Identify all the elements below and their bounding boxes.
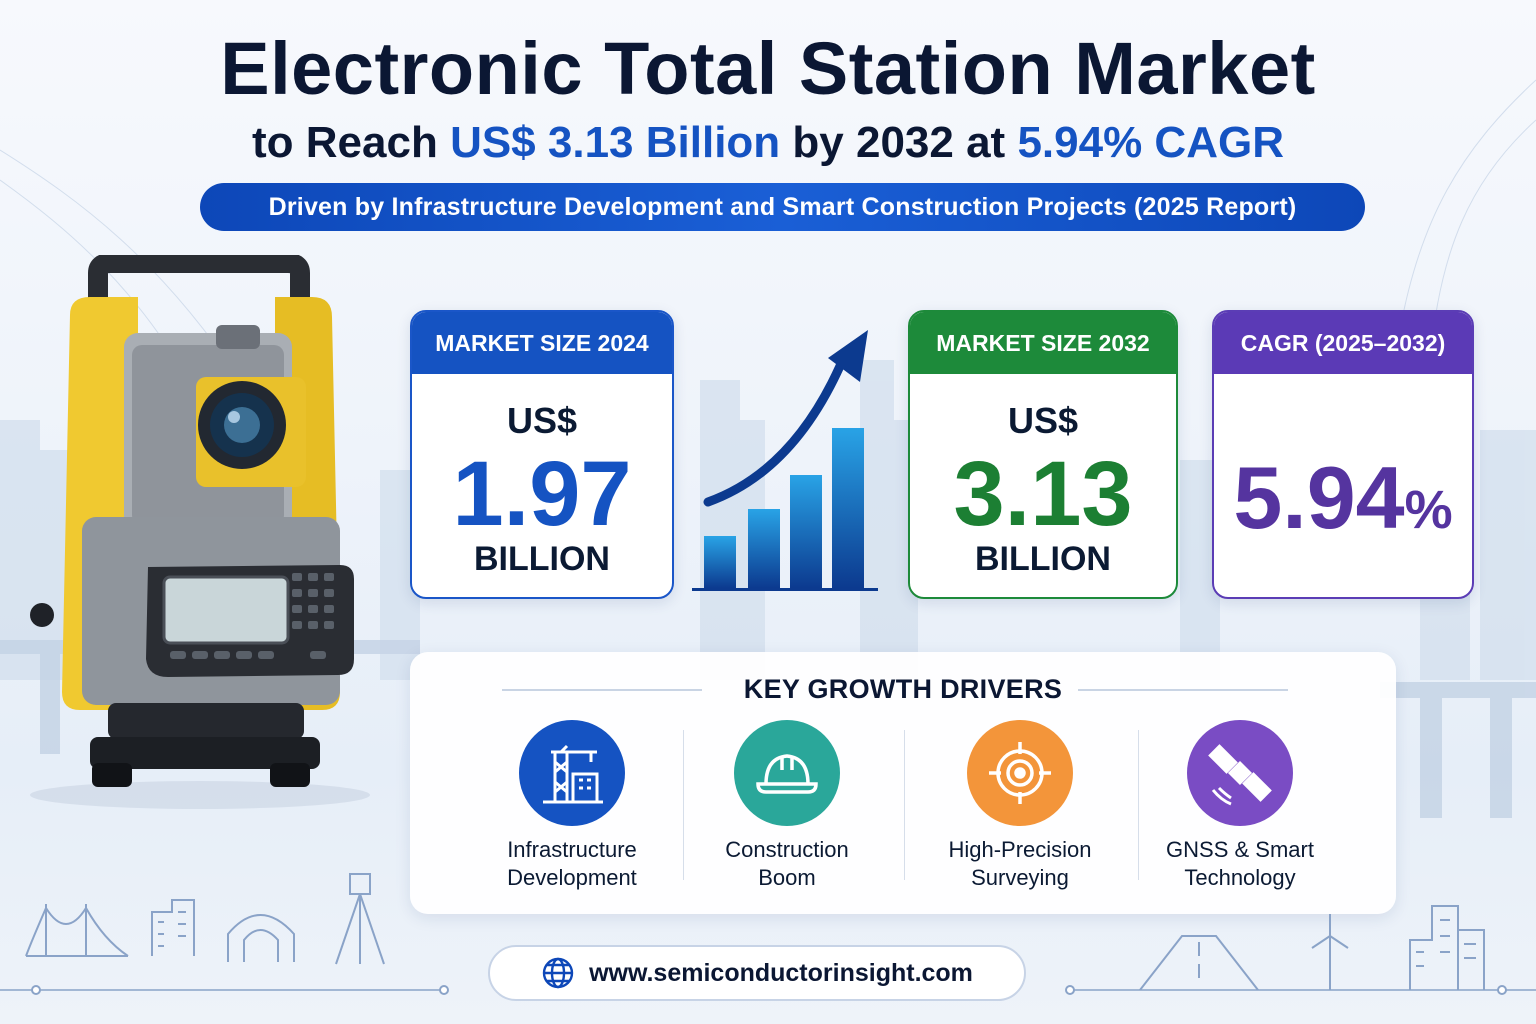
card-currency: US$ — [506, 400, 578, 441]
divider-right — [1078, 689, 1288, 691]
website-url: www.semiconductorinsight.com — [589, 958, 973, 987]
subtitle-value: US$ 3.13 Billion — [450, 118, 781, 167]
driver-separator — [904, 730, 905, 880]
card-currency: US$ — [1007, 400, 1079, 441]
hard-hat-icon — [734, 720, 840, 826]
footer-line-art — [0, 873, 1536, 995]
driver-label-line2: Surveying — [971, 865, 1069, 890]
subtitle-cagr: 5.94% CAGR — [1017, 118, 1284, 167]
market-size-2032-card: MARKET SIZE 2032 US$ 3.13 BILLION — [908, 310, 1178, 599]
driver-separator — [1138, 730, 1139, 880]
website-link[interactable]: www.semiconductorinsight.com — [488, 945, 1026, 1001]
cagr-percent-sign: % — [1404, 480, 1453, 540]
driver-infrastructure: Infrastructure Development — [472, 720, 672, 892]
page-title: Electronic Total Station Market — [220, 27, 1316, 110]
driver-label-line2: Development — [507, 865, 637, 890]
market-size-2024-card: MARKET SIZE 2024 US$ 1.97 BILLION — [410, 310, 674, 599]
globe-icon — [542, 957, 574, 989]
card-header: MARKET SIZE 2032 — [910, 312, 1176, 374]
card-header: CAGR (2025–2032) — [1214, 312, 1472, 374]
driver-label-line2: Technology — [1184, 865, 1296, 890]
card-value: 1.97 — [452, 443, 632, 545]
subtitle-middle: by 2032 at — [780, 118, 1018, 167]
driver-label-line1: Infrastructure — [507, 837, 637, 862]
target-icon — [967, 720, 1073, 826]
infrastructure-icon — [519, 720, 625, 826]
driver-label-line1: Construction — [725, 837, 849, 862]
driver-construction: Construction Boom — [687, 720, 887, 892]
satellite-icon — [1187, 720, 1293, 826]
growth-chart-icon — [692, 330, 878, 591]
subtitle-banner: Driven by Infrastructure Development and… — [200, 183, 1365, 231]
driver-label: Infrastructure Development — [472, 836, 672, 892]
cagr-value: 5.94% — [1214, 454, 1472, 542]
cagr-card: CAGR (2025–2032) 5.94% — [1212, 310, 1474, 599]
driver-label: GNSS & Smart Technology — [1140, 836, 1340, 892]
key-growth-drivers-panel: KEY GROWTH DRIVERS Infrastructure Develop… — [410, 652, 1396, 914]
driver-high-precision: High-Precision Surveying — [920, 720, 1120, 892]
drivers-title: KEY GROWTH DRIVERS — [743, 674, 1063, 704]
subtitle-prefix: to Reach — [252, 118, 451, 167]
driver-gnss: GNSS & Smart Technology — [1140, 720, 1340, 892]
total-station-illustration — [30, 255, 370, 809]
card-header: MARKET SIZE 2024 — [412, 312, 672, 374]
card-unit: BILLION — [975, 540, 1111, 578]
cagr-number: 5.94 — [1233, 448, 1405, 547]
driver-label: High-Precision Surveying — [920, 836, 1120, 892]
page-subtitle: to Reach US$ 3.13 Billion by 2032 at 5.9… — [0, 118, 1536, 168]
driver-label-line2: Boom — [758, 865, 816, 890]
driver-label: Construction Boom — [687, 836, 887, 892]
driver-separator — [683, 730, 684, 880]
driver-label-line1: GNSS & Smart — [1166, 837, 1314, 862]
card-value: 3.13 — [953, 443, 1133, 545]
card-unit: BILLION — [474, 540, 610, 578]
divider-left — [502, 689, 702, 691]
driver-label-line1: High-Precision — [948, 837, 1092, 862]
